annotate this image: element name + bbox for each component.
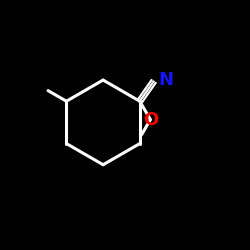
Text: N: N	[158, 71, 173, 89]
Text: O: O	[143, 110, 158, 128]
